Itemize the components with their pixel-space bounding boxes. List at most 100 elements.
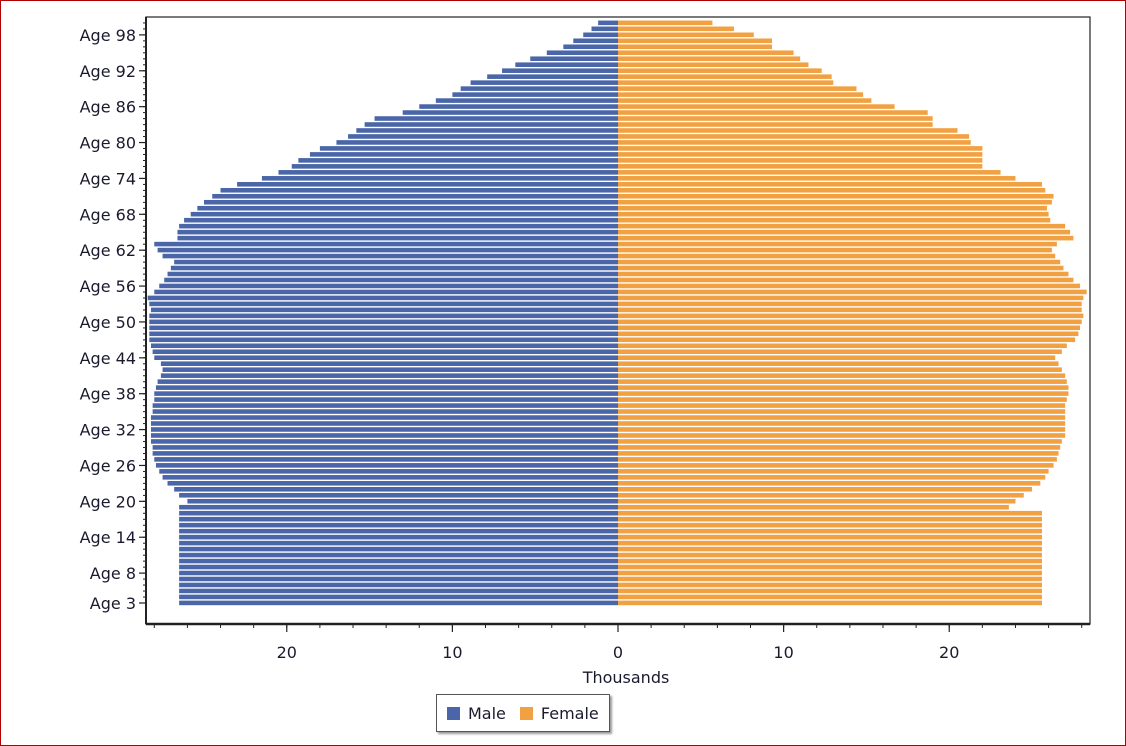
- male-bar-age-82: [356, 128, 618, 133]
- male-bar-age-21: [179, 492, 618, 498]
- female-bar-age-28: [618, 451, 1059, 456]
- female-bar-age-65: [618, 229, 1071, 235]
- male-bar-age-93: [515, 62, 618, 67]
- female-bar-age-10: [618, 558, 1042, 564]
- legend-item-male[interactable]: Male: [447, 704, 506, 723]
- female-bar-age-15: [618, 528, 1042, 534]
- male-bar-age-67: [184, 217, 618, 223]
- female-bar-age-60: [618, 259, 1061, 265]
- female-bar-age-33: [618, 421, 1066, 426]
- female-bar-age-19: [618, 504, 1009, 510]
- male-bar-age-70: [203, 199, 618, 205]
- female-bar-age-50: [618, 319, 1082, 325]
- male-bar-age-24: [162, 475, 618, 480]
- female-bar-age-99: [618, 26, 734, 32]
- female-bar-age-45: [618, 349, 1062, 355]
- y-tick-label: Age 26: [80, 456, 136, 475]
- female-bar-age-4: [618, 594, 1042, 600]
- y-tick-label: Age 8: [90, 564, 136, 583]
- x-axis-ticks: 20 10 0 10 20: [153, 624, 1083, 662]
- female-swatch: [519, 706, 533, 720]
- y-tick-label: Age 38: [80, 385, 136, 404]
- female-bar-age-55: [618, 289, 1087, 295]
- male-bar-age-19: [179, 504, 618, 510]
- male-bar-age-98: [583, 32, 618, 38]
- female-bar-age-49: [618, 325, 1081, 331]
- male-bar-age-88: [452, 92, 618, 97]
- male-bar-age-55: [154, 289, 618, 295]
- female-bar-age-68: [618, 211, 1049, 217]
- x-tick-label: 10: [442, 643, 462, 662]
- female-bar-age-22: [618, 486, 1033, 492]
- female-bar-age-12: [618, 546, 1042, 552]
- male-bar-age-50: [149, 319, 618, 325]
- female-bar-age-98: [618, 32, 754, 38]
- y-tick-label: Age 56: [80, 277, 136, 296]
- male-bar-age-79: [319, 146, 618, 151]
- female-bar-age-97: [618, 38, 773, 44]
- female-bar-age-100: [618, 20, 713, 26]
- male-bar-age-23: [167, 481, 618, 486]
- female-bar-age-5: [618, 588, 1042, 594]
- male-bar-age-7: [179, 576, 618, 582]
- female-bar-age-92: [618, 68, 822, 73]
- female-bar-age-14: [618, 534, 1042, 540]
- male-bar-age-51: [149, 313, 618, 319]
- female-bar-age-21: [618, 492, 1024, 498]
- x-tick-label: 10: [773, 643, 793, 662]
- female-bar-age-96: [618, 44, 773, 50]
- female-bar-age-30: [618, 439, 1062, 444]
- y-tick-label: Age 62: [80, 241, 136, 260]
- male-bar-age-85: [402, 110, 618, 115]
- male-bar-age-32: [150, 427, 618, 432]
- y-tick-label: Age 80: [80, 134, 136, 153]
- female-bar-age-7: [618, 576, 1042, 582]
- female-bar-age-35: [618, 409, 1066, 414]
- male-bar-age-91: [487, 74, 618, 79]
- male-bar-age-89: [460, 86, 618, 91]
- male-bar-age-71: [212, 193, 619, 199]
- x-tick-label: 20: [277, 643, 297, 662]
- female-bar-age-75: [618, 170, 1001, 175]
- female-bar-age-91: [618, 74, 832, 79]
- female-bar-age-94: [618, 56, 801, 62]
- male-bar-age-61: [162, 253, 618, 259]
- male-bar-age-25: [159, 469, 618, 474]
- female-bars: [618, 20, 1087, 606]
- male-bar-age-38: [154, 391, 618, 396]
- male-bar-age-56: [159, 283, 618, 289]
- male-bar-age-59: [170, 265, 618, 271]
- female-bar-age-6: [618, 582, 1042, 588]
- legend-female-label: Female: [540, 703, 599, 723]
- female-bar-age-69: [618, 205, 1047, 211]
- female-bar-age-77: [618, 158, 983, 163]
- female-bar-age-8: [618, 570, 1042, 576]
- male-bar-age-12: [179, 546, 618, 552]
- male-bar-age-42: [162, 367, 618, 372]
- y-tick-label: Age 50: [80, 313, 136, 332]
- male-bar-age-90: [470, 80, 618, 85]
- female-bar-age-62: [618, 247, 1052, 253]
- legend-item-female[interactable]: Female: [519, 703, 599, 723]
- female-bar-age-51: [618, 313, 1084, 319]
- male-bar-age-58: [167, 271, 618, 277]
- female-bar-age-82: [618, 128, 958, 133]
- male-bar-age-3: [179, 600, 618, 606]
- male-bar-age-34: [150, 415, 618, 420]
- male-bar-age-74: [261, 176, 618, 181]
- male-bar-age-46: [150, 343, 618, 349]
- female-bar-age-57: [618, 277, 1074, 283]
- female-bar-age-16: [618, 522, 1042, 528]
- female-bar-age-76: [618, 164, 983, 169]
- female-bar-age-39: [618, 385, 1069, 390]
- female-bar-age-84: [618, 116, 933, 121]
- male-bar-age-10: [179, 558, 618, 564]
- male-bar-age-40: [157, 379, 618, 384]
- female-bar-age-34: [618, 415, 1066, 420]
- x-tick-label: 20: [939, 643, 959, 662]
- male-bar-age-68: [190, 211, 618, 217]
- female-bar-age-36: [618, 403, 1066, 408]
- male-bar-age-35: [152, 409, 618, 414]
- female-bar-age-27: [618, 457, 1057, 462]
- female-bar-age-78: [618, 152, 983, 157]
